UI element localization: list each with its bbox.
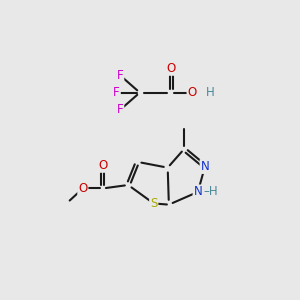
Text: S: S [150, 197, 158, 210]
Text: O: O [188, 86, 197, 99]
Text: –H: –H [203, 185, 218, 198]
Text: N: N [200, 160, 209, 173]
Text: F: F [117, 69, 123, 82]
Text: O: O [78, 182, 88, 195]
Text: F: F [117, 103, 123, 116]
Text: O: O [167, 62, 176, 75]
Text: H: H [206, 86, 215, 99]
Text: N: N [194, 185, 202, 198]
Text: O: O [98, 159, 107, 172]
Text: F: F [113, 86, 120, 99]
